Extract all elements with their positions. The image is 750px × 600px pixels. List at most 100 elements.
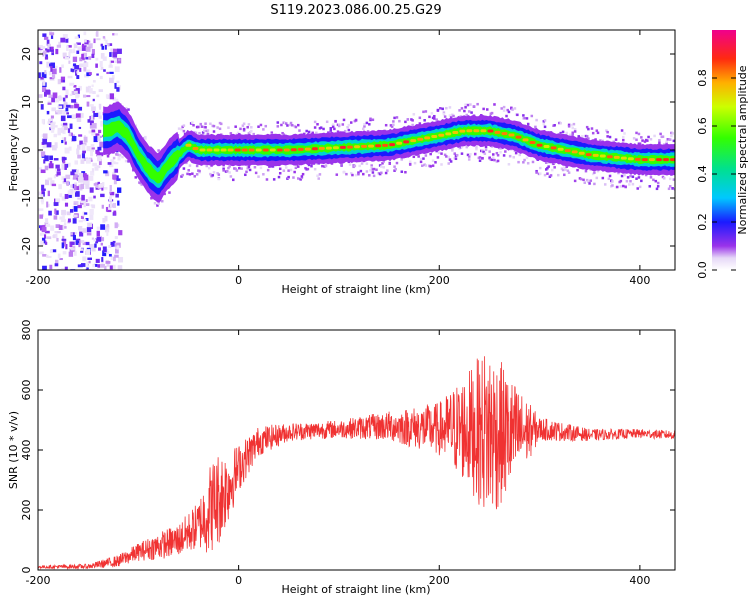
spectrogram-cell [92,162,97,167]
spectrogram-cell [73,206,78,212]
spectrogram-cell [637,132,641,136]
spectrogram-peak-cell [585,153,592,157]
spectrogram-peak-cell [304,147,311,151]
spectrogram-cell [114,168,119,173]
spectrogram-cell [99,61,103,67]
spectrogram-cell [211,174,215,177]
spectrogram-cell [449,160,453,163]
spectrogram-cell [358,164,361,168]
spectrogram-cell [473,152,477,156]
spectrogram-cell [656,185,660,188]
spectrogram-cell [42,138,48,145]
spectrogram-cell [535,118,538,122]
spectrogram-cell [56,168,61,172]
spectrogram-cell [48,71,52,76]
spectrogram-cell [62,97,66,102]
spectrogram-cell [417,155,420,158]
spectrogram-cell [424,110,428,113]
spectrogram-cell [98,115,102,119]
spectrogram-cell [259,166,263,170]
spectrogram-cell [195,164,199,168]
spectrogram-cell [50,46,54,51]
spectrogram-cell [551,168,554,172]
spectrogram-cell [511,108,514,111]
spectrogram-cell [61,156,66,161]
spectrogram-cell [38,191,42,196]
spectrogram-cell [91,53,95,59]
spectrogram-cell [87,85,91,88]
spectrogram-cell [552,162,555,166]
spectrogram-cell [579,177,583,181]
colorbar-ticks: 0.0 0.2 0.4 0.6 0.8 [696,69,736,279]
spectrogram-cell [84,180,90,186]
spectrogram-cell [103,186,108,190]
spectrogram-cell [204,122,207,125]
spectrogram-cell [68,132,72,137]
spectrogram-cell [47,190,50,197]
spectrogram-cell [67,75,73,79]
spectrogram-cell [91,147,95,150]
spectrogram-cell [652,178,655,182]
spectrogram-cell [538,172,542,175]
spectrogram-cell [73,250,77,256]
spectrogram-cell [569,133,572,137]
spectrogram-cell [56,231,61,234]
spectrogram-cell [490,111,494,115]
spectrogram-cell [95,63,98,68]
spectrogram-cell [81,194,85,201]
spectrogram-cell [114,82,117,89]
spectrogram-cell [244,173,247,177]
spectrogram-cell [206,129,210,132]
spectrogram-cell [157,202,160,205]
spectrogram-cell [77,204,82,209]
spectrogram-cell [96,230,100,237]
spectrogram-cell [393,116,396,120]
spectrogram-cell [429,152,432,156]
spectrogram-cell [78,176,84,183]
spectrogram-cell [78,184,83,191]
spectrogram-cell [41,72,47,79]
spectrogram-x-tick-label: 200 [429,274,450,287]
spectrogram-cell [87,40,91,43]
spectrogram-cell [69,209,74,213]
spectrogram-cell [75,186,80,191]
spectrogram-cell [492,153,495,156]
spectrogram-cell [603,183,607,186]
spectrogram-cell [112,172,116,176]
spectrogram-peak-cell [269,148,276,152]
spectrogram-cell [113,256,116,262]
spectrogram-cell [365,170,369,173]
spectrogram-cell [46,110,50,115]
spectrogram-cell [81,144,86,151]
spectrogram-cell [90,144,95,147]
spectrogram-cell [85,176,88,181]
spectrogram-cell [268,165,271,168]
spectrogram-cell [103,37,106,41]
spectrogram-cell [60,218,66,223]
spectrogram-cell [443,153,447,157]
spectrogram-cell [365,121,369,125]
spectrogram-cell [235,169,239,172]
spectrogram-cell [44,155,49,162]
spectrogram-cell [61,137,65,143]
spectrogram-cell [100,66,104,70]
spectrogram-cell [117,200,120,206]
spectrogram-cell [109,64,112,68]
spectrogram-cell [209,172,212,176]
spectrogram-cell [331,125,335,129]
spectrogram-cell [443,115,447,118]
spectrogram-cell [375,168,378,171]
spectrogram-cell [96,73,99,76]
spectrogram-cell [76,117,82,122]
spectrogram-cell [107,43,110,47]
spectrogram-cell [43,188,46,191]
spectrogram-cell [63,122,68,126]
spectrogram-cell [250,126,253,129]
spectrogram-cell [46,201,49,208]
spectrogram-cell [100,120,104,127]
spectrogram-cell [85,46,91,52]
spectrogram-cell [58,225,63,231]
spectrogram-cell [191,121,194,124]
spectrogram-cell [45,89,51,95]
spectrogram-cell [353,164,357,168]
